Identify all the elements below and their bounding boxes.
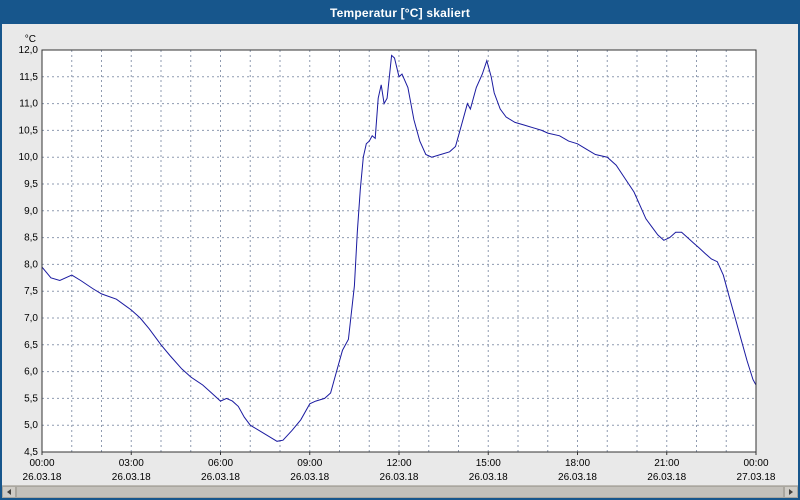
x-tick-date-label: 26.03.18	[469, 472, 508, 483]
y-tick-label: 7,0	[24, 313, 38, 324]
y-tick-label: 10,5	[19, 125, 39, 136]
x-tick-time-label: 18:00	[565, 458, 590, 469]
x-tick-time-label: 00:00	[743, 458, 768, 469]
chart-container: 12,0 11,5 11,0 10,5 10,0 9,5 9,0 8,5 8,0 7,5 7,0 6,…	[2, 24, 798, 485]
y-tick-label: 11,0	[19, 99, 38, 110]
y-tick-label: 4,5	[24, 447, 38, 458]
x-tick-time-label: 12:00	[386, 458, 411, 469]
y-tick-label: 12,0	[19, 45, 39, 56]
x-tick-date-label: 26.03.18	[380, 472, 419, 483]
chart-svg: 12,0 11,5 11,0 10,5 10,0 9,5 9,0 8,5 8,0 7,5 7,0 6,…	[19, 34, 776, 483]
x-tick-date-label: 27.03.18	[737, 472, 776, 483]
x-tick-date-label: 26.03.18	[558, 472, 597, 483]
y-tick-label: 7,5	[24, 286, 38, 297]
y-tick-label: 5,0	[24, 420, 38, 431]
x-tick-time-label: 03:00	[119, 458, 144, 469]
y-tick-label: 6,5	[24, 340, 38, 351]
temperature-line-series	[41, 54, 757, 442]
plot-border	[41, 49, 757, 453]
y-tick-label: 9,0	[24, 206, 38, 217]
x-tick-date-label: 26.03.18	[647, 472, 686, 483]
scroll-left-button[interactable]	[2, 486, 16, 498]
y-axis-unit-label: °C	[25, 34, 36, 45]
x-tick-time-label: 15:00	[476, 458, 501, 469]
y-tick-label: 8,0	[24, 259, 38, 270]
x-tick-date-label: 26.03.18	[23, 472, 62, 483]
scroll-left-icon	[7, 489, 11, 495]
x-tick-time-label: 21:00	[654, 458, 679, 469]
x-tick-time-label: 09:00	[297, 458, 322, 469]
x-tick-time-label: 00:00	[29, 458, 54, 469]
scroll-right-button[interactable]	[784, 486, 798, 498]
y-tick-label: 9,5	[24, 179, 38, 190]
horizontal-scrollbar[interactable]	[2, 485, 798, 498]
scrollbar-thumb[interactable]	[16, 486, 784, 498]
y-tick-label: 5,5	[24, 393, 38, 404]
y-tick-label: 8,5	[24, 233, 38, 244]
y-tick-label: 10,0	[19, 152, 39, 163]
x-tick-date-label: 26.03.18	[290, 472, 329, 483]
x-tick-date-label: 26.03.18	[112, 472, 151, 483]
y-tick-label: 6,0	[24, 367, 38, 378]
window-titlebar: Temperatur [°C] skaliert	[2, 2, 798, 24]
y-tick-label: 11,5	[19, 72, 38, 83]
window-title: Temperatur [°C] skaliert	[329, 6, 471, 20]
scroll-right-icon	[789, 489, 793, 495]
x-tick-time-label: 06:00	[208, 458, 233, 469]
x-tick-date-label: 26.03.18	[201, 472, 240, 483]
